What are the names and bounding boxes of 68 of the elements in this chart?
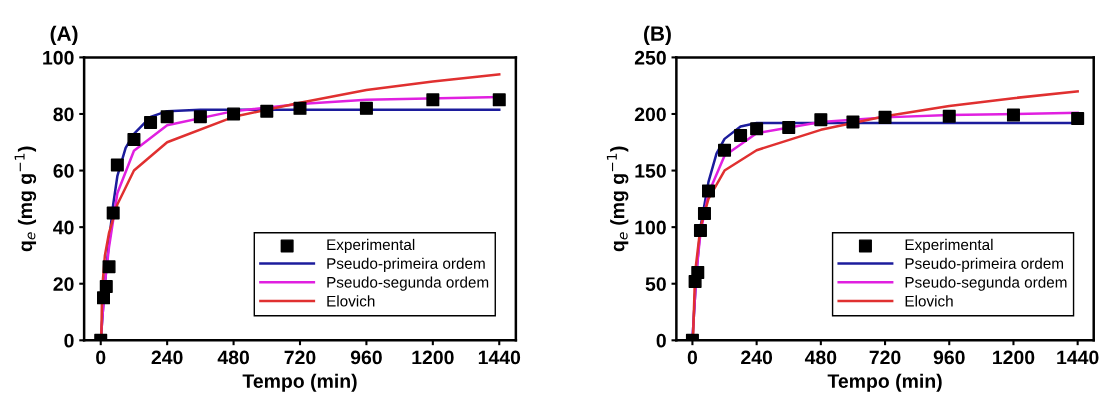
point — [110, 158, 124, 172]
point — [492, 93, 506, 107]
point — [1071, 112, 1085, 126]
legend-label: Pseudo-segunda ordem — [905, 276, 1067, 291]
legend-label: Elovich — [905, 295, 953, 307]
y-tick-label: 100 — [635, 220, 666, 235]
y-tick-label: 20 — [53, 277, 74, 291]
y-tick-label: 50 — [645, 277, 666, 291]
legend-label: Experimental — [327, 238, 415, 254]
point — [701, 184, 715, 198]
y-tick-label: 80 — [53, 107, 74, 122]
point — [734, 128, 748, 142]
point — [718, 143, 732, 157]
point — [782, 121, 796, 135]
legend-label: Pseudo-primeira ordem — [327, 257, 485, 272]
x-tick-label: 0 — [96, 350, 106, 365]
y-tick-label: 100 — [43, 50, 74, 65]
point — [102, 260, 116, 274]
point — [814, 113, 828, 127]
x-tick-label: 960 — [933, 350, 965, 365]
y-tick-label: 40 — [53, 220, 74, 235]
legend-label: Elovich — [327, 295, 375, 307]
x-axis-title: Tempo (min) — [827, 373, 942, 392]
point — [1006, 108, 1020, 122]
legend-label: Experimental — [905, 238, 993, 254]
x-tick-label: 1440 — [478, 350, 521, 365]
x-tick-label: 240 — [151, 350, 183, 365]
x-tick-label: 1440 — [1057, 350, 1099, 365]
x-axis-title: Tempo (min) — [242, 373, 357, 392]
chart-title: (B) — [644, 25, 671, 46]
point — [426, 93, 440, 107]
y-axis-title: q$_{e}$ (mg g$^{−1}$) — [606, 146, 629, 252]
x-tick-label: 720 — [869, 350, 901, 365]
point — [697, 207, 711, 221]
legend-label: Pseudo-primeira ordem — [905, 257, 1064, 272]
point — [193, 110, 207, 124]
chart-title: (A) — [50, 25, 78, 46]
point — [846, 115, 860, 129]
point — [260, 104, 274, 118]
point — [144, 115, 158, 129]
point — [942, 109, 956, 123]
point — [127, 132, 141, 146]
point — [293, 101, 307, 115]
x-tick-label: 480 — [217, 350, 249, 365]
x-tick-label: 1200 — [993, 350, 1035, 365]
point — [878, 110, 892, 124]
y-tick-label: 150 — [635, 164, 666, 178]
y-axis-title: q$_{e}$ (mg g$^{−1}$) — [14, 146, 37, 252]
x-tick-label: 240 — [741, 350, 773, 365]
point — [106, 206, 120, 220]
point — [99, 280, 113, 294]
y-tick-label: 60 — [53, 164, 74, 178]
x-tick-label: 1200 — [412, 350, 454, 365]
y-tick-label: 200 — [634, 107, 666, 122]
point — [750, 122, 764, 136]
point — [227, 107, 241, 121]
x-tick-label: 720 — [284, 350, 316, 365]
point — [693, 224, 707, 238]
x-tick-label: 0 — [687, 350, 698, 365]
point — [160, 110, 174, 124]
y-tick-label: 0 — [64, 333, 74, 348]
point — [691, 265, 705, 279]
y-tick-label: 0 — [656, 333, 666, 348]
point — [359, 101, 373, 115]
legend-label: Pseudo-segunda ordem — [327, 276, 489, 291]
y-tick-label: 250 — [634, 50, 666, 65]
x-tick-label: 480 — [804, 350, 837, 365]
x-tick-label: 960 — [350, 350, 382, 365]
